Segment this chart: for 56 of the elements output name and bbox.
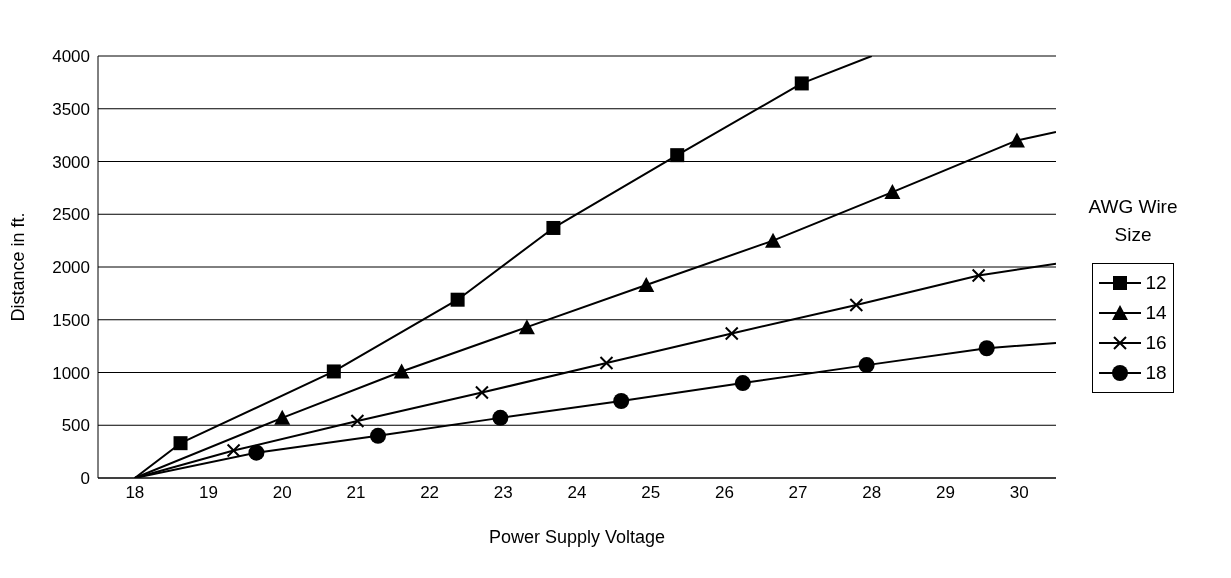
legend-label: 14 xyxy=(1145,302,1167,324)
point xyxy=(971,268,986,283)
point xyxy=(248,444,265,461)
point xyxy=(765,232,782,248)
legend-label: 16 xyxy=(1145,332,1167,354)
point xyxy=(734,375,751,392)
x-tick-label: 25 xyxy=(641,483,661,503)
point xyxy=(724,326,739,341)
point xyxy=(226,443,241,458)
y-tick-label: 4000 xyxy=(52,47,90,67)
x-tick-label: 22 xyxy=(420,483,440,503)
x-tick-label: 24 xyxy=(567,483,587,503)
y-tick-label: 1500 xyxy=(52,310,90,330)
y-tick-label: 1000 xyxy=(52,363,90,383)
point xyxy=(546,220,561,235)
x-tick-label: 21 xyxy=(346,483,366,503)
x-tick-label: 23 xyxy=(493,483,513,503)
y-tick-label: 3500 xyxy=(52,99,90,119)
x-tick-label: 26 xyxy=(714,483,734,503)
x-tick-label: 28 xyxy=(862,483,882,503)
x-tick-label: 29 xyxy=(936,483,955,503)
point xyxy=(370,427,387,444)
y-tick-label: 3000 xyxy=(52,152,90,172)
point xyxy=(274,409,291,425)
y-tick-label: 500 xyxy=(61,416,90,436)
point xyxy=(670,148,685,163)
point xyxy=(599,356,614,371)
point xyxy=(450,292,465,307)
point xyxy=(173,436,188,451)
point xyxy=(474,385,489,400)
y-axis-title: Distance in ft. xyxy=(8,212,29,322)
x-tick-label: 19 xyxy=(199,483,218,503)
x-tick-label: 30 xyxy=(1009,483,1029,503)
point xyxy=(518,319,535,335)
x-axis-title: Power Supply Voltage xyxy=(488,527,666,547)
point xyxy=(613,392,630,409)
y-tick-label: 2000 xyxy=(52,258,90,278)
point xyxy=(884,184,901,200)
point xyxy=(350,414,365,429)
x-tick-label: 20 xyxy=(272,483,292,503)
legend-title: AWG Wire Size xyxy=(1087,195,1179,247)
x-tick-label: 18 xyxy=(125,483,145,503)
point xyxy=(326,364,341,379)
point xyxy=(858,357,875,374)
point xyxy=(492,409,509,426)
point xyxy=(638,276,655,292)
point xyxy=(794,76,809,91)
point xyxy=(849,297,864,312)
legend-label: 12 xyxy=(1145,272,1167,294)
point xyxy=(393,363,410,379)
legend-label: 18 xyxy=(1145,362,1167,384)
point xyxy=(978,340,995,357)
y-tick-label: 0 xyxy=(80,469,90,489)
x-tick-label: 27 xyxy=(788,483,808,503)
point xyxy=(1008,132,1025,148)
y-tick-label: 2500 xyxy=(52,205,90,225)
